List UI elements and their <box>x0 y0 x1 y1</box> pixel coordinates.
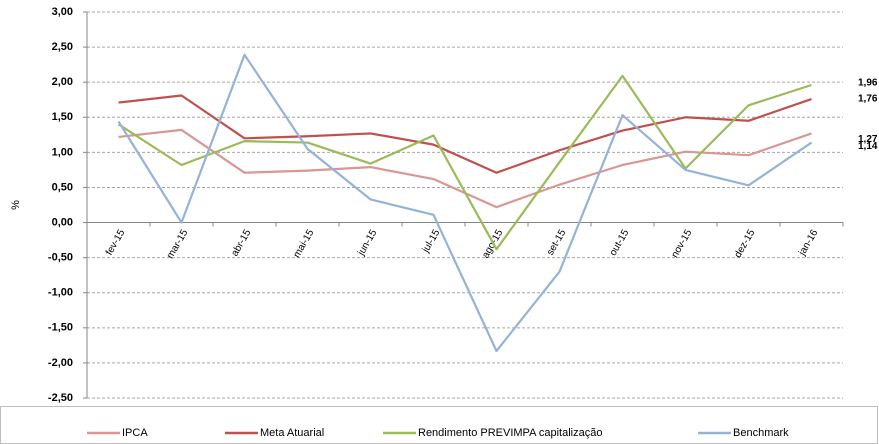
legend-label: Rendimento PREVIMPA capitalização <box>418 427 602 439</box>
series-line <box>117 53 813 353</box>
x-tick-label: set-15 <box>545 227 569 257</box>
x-tick-label: mai-15 <box>292 227 317 259</box>
y-tick-label: 1,00 <box>52 146 73 158</box>
x-tick-label: jul-15 <box>420 227 442 255</box>
y-tick-label: -2,00 <box>48 357 73 369</box>
y-tick-label: 0,50 <box>52 181 73 193</box>
x-tick-label: abr-15 <box>229 227 253 258</box>
legend-label: Meta Atuarial <box>260 427 324 439</box>
y-tick-label: -1,00 <box>48 287 73 299</box>
legend-label: IPCA <box>122 427 148 439</box>
x-tick-label: nov-15 <box>670 227 695 259</box>
legend-label: Benchmark <box>733 427 789 439</box>
x-tick-label: jun-15 <box>355 227 379 258</box>
x-tick-label: dez-15 <box>733 227 758 259</box>
data-label: 1,14 <box>858 141 878 152</box>
data-label: 1,96 <box>858 78 878 89</box>
series-line <box>117 74 812 251</box>
y-tick-label: -2,50 <box>48 392 73 404</box>
series-line <box>118 94 812 174</box>
data-label: 1,76 <box>858 94 878 105</box>
x-tick-label: fev-15 <box>104 227 128 257</box>
y-tick-label: 0,00 <box>52 216 73 228</box>
y-tick-label: 2,50 <box>52 41 73 53</box>
x-tick-label: out-15 <box>608 227 632 257</box>
y-tick-label: 3,00 <box>52 6 73 18</box>
series-line <box>118 128 812 209</box>
x-tick-label: mar-15 <box>165 227 191 260</box>
y-tick-label: 2,00 <box>52 76 73 88</box>
data-label: 1,27 <box>858 134 878 145</box>
y-tick-label: -1,50 <box>48 322 73 334</box>
y-tick-label: -0,50 <box>48 252 73 264</box>
y-axis-label: % <box>10 200 22 210</box>
x-tick-label: jan-16 <box>796 227 820 258</box>
y-tick-label: 1,50 <box>52 111 73 123</box>
